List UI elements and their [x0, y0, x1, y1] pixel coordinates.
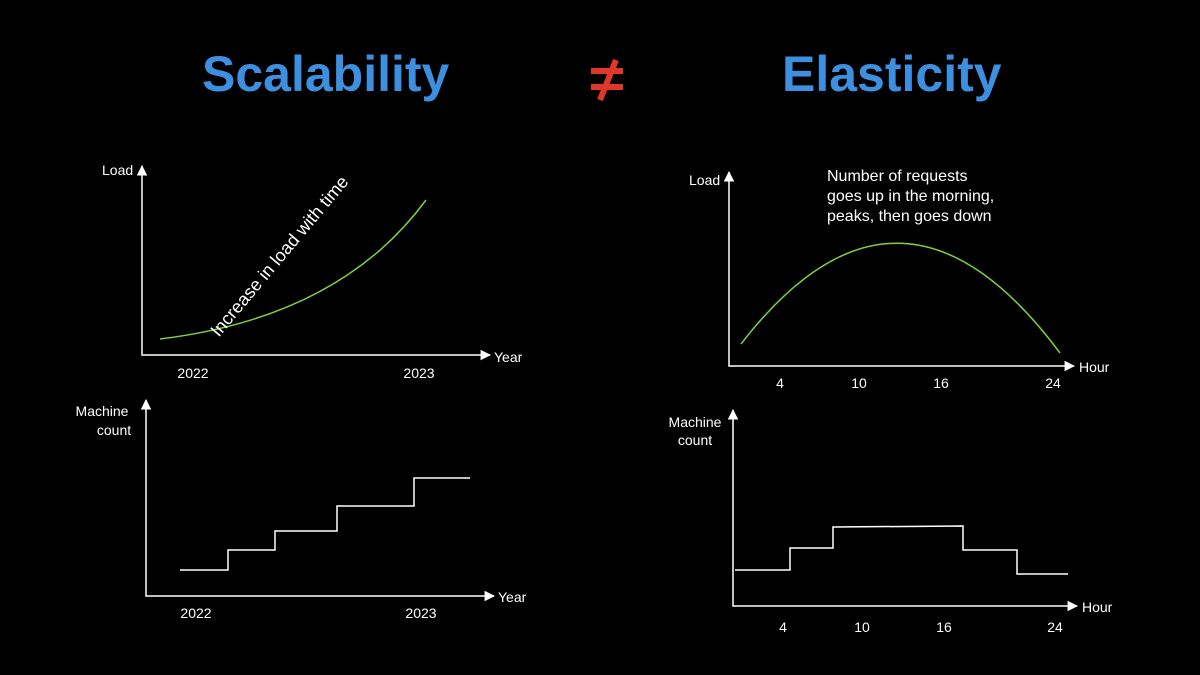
scalability-load-y-label: Load	[102, 162, 133, 178]
elasticity-load-annotation: goes up in the morning,	[827, 188, 994, 205]
elasticity-load-x-tick: 4	[776, 375, 784, 391]
elasticity-machine-x-label: Hour	[1082, 599, 1113, 615]
scalability-machine-x-tick: 2022	[180, 605, 211, 621]
scalability-machine-y-label: Machine	[76, 403, 129, 419]
elasticity-load-annotation: Number of requests	[827, 168, 968, 185]
elasticity-machine-x-tick: 24	[1047, 619, 1063, 635]
scalability-load-chart: Load Year 2022 2023 Increase in load wit…	[102, 162, 523, 381]
elasticity-heading: Elasticity	[782, 46, 1002, 102]
elasticity-load-annotation: peaks, then goes down	[827, 208, 992, 225]
elasticity-machine-y-label: Machine	[669, 414, 722, 430]
scalability-machine-steps	[180, 477, 470, 571]
scalability-machine-axes	[140, 398, 496, 602]
elasticity-machine-chart: Machine count Hour 4 10 16 24	[669, 408, 1113, 635]
elasticity-load-x-tick: 10	[851, 375, 867, 391]
elasticity-load-curve	[740, 242, 1061, 354]
elasticity-load-x-label: Hour	[1079, 359, 1110, 375]
elasticity-load-axes	[723, 170, 1076, 372]
elasticity-machine-axes	[727, 408, 1079, 612]
not-equal-icon	[590, 44, 626, 104]
elasticity-load-y-label: Load	[689, 172, 720, 188]
scalability-load-x-tick: 2022	[177, 365, 208, 381]
scalability-machine-x-label: Year	[498, 589, 527, 605]
scalability-machine-x-tick: 2023	[405, 605, 436, 621]
scalability-load-x-label: Year	[494, 349, 523, 365]
elasticity-load-x-tick: 24	[1045, 375, 1061, 391]
scalability-load-axes	[136, 164, 492, 361]
elasticity-machine-x-tick: 10	[854, 619, 870, 635]
elasticity-machine-x-tick: 16	[936, 619, 952, 635]
elasticity-load-chart: Load Hour 4 10 16 24 Number of requests …	[689, 168, 1110, 391]
scalability-machine-y-label: count	[97, 422, 131, 438]
elasticity-machine-y-label: count	[678, 432, 712, 448]
scalability-machine-chart: Machine count Year 2022 2023	[76, 398, 527, 621]
elasticity-machine-x-tick: 4	[779, 619, 787, 635]
scalability-load-x-tick: 2023	[403, 365, 434, 381]
elasticity-load-x-tick: 16	[933, 375, 949, 391]
scalability-heading: Scalability	[202, 46, 450, 102]
elasticity-machine-steps	[735, 525, 1068, 575]
scalability-load-curve	[159, 199, 427, 340]
scalability-load-curve-label: Increase in load with time	[206, 172, 352, 340]
